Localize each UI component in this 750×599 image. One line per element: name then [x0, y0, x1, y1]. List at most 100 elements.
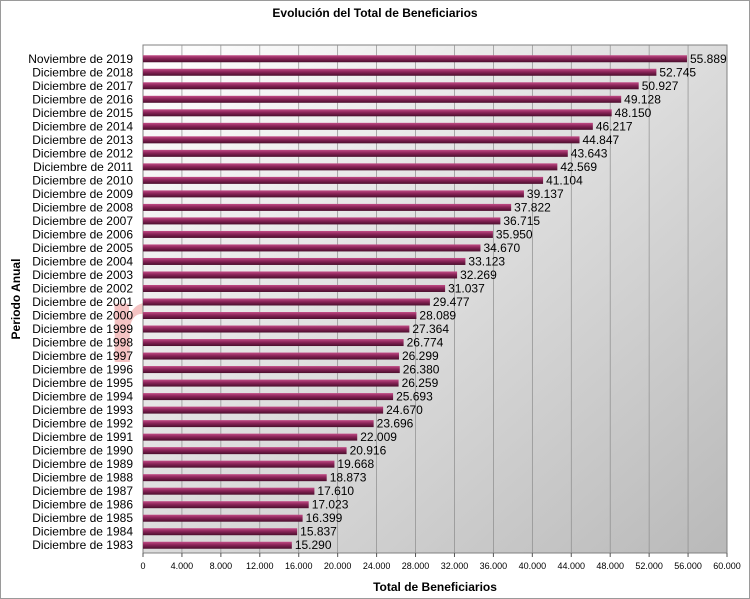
value-label: 44.847: [583, 133, 620, 147]
bar: [143, 406, 384, 414]
x-tick-label: 24.000: [363, 561, 391, 571]
value-label: 15.837: [300, 525, 337, 539]
bar: [143, 284, 446, 292]
category-label: Diciembre de 2014: [32, 119, 133, 133]
category-label: Diciembre de 2006: [32, 227, 133, 241]
bar: [143, 528, 298, 536]
value-label: 26.380: [403, 363, 440, 377]
value-label: 34.670: [483, 241, 520, 255]
value-label: 46.217: [596, 119, 633, 133]
category-label: Diciembre de 2009: [32, 187, 133, 201]
value-label: 35.950: [496, 227, 533, 241]
category-label: Diciembre de 1993: [32, 403, 133, 417]
category-label: Diciembre de 2007: [32, 214, 133, 228]
value-label: 50.927: [642, 79, 679, 93]
value-label: 16.399: [306, 511, 343, 525]
value-label: 29.477: [433, 295, 470, 309]
category-label: Diciembre de 1995: [32, 376, 133, 390]
bar: [143, 312, 417, 320]
bar: [143, 163, 558, 171]
category-label: Diciembre de 1989: [32, 457, 133, 471]
bar: [143, 447, 347, 455]
x-tick-label: 56.000: [674, 561, 702, 571]
category-label: Diciembre de 2013: [32, 133, 133, 147]
bar: [143, 460, 335, 468]
category-label: Diciembre de 1991: [32, 430, 133, 444]
value-labels: 55.88952.74550.92749.12848.15046.21744.8…: [295, 52, 727, 552]
category-label: Diciembre de 2004: [32, 254, 133, 268]
x-tick-label: 4.000: [171, 561, 194, 571]
category-label: Diciembre de 1986: [32, 498, 133, 512]
bar: [143, 68, 657, 76]
category-label: Diciembre de 1994: [32, 390, 133, 404]
value-label: 42.569: [560, 160, 597, 174]
value-label: 24.670: [386, 403, 423, 417]
bar: [143, 325, 410, 333]
category-label: Diciembre de 2008: [32, 200, 133, 214]
category-label: Diciembre de 2015: [32, 106, 133, 120]
value-label: 20.916: [350, 444, 387, 458]
value-label: 15.290: [295, 538, 332, 552]
value-label: 32.269: [460, 268, 497, 282]
bar: [143, 203, 512, 211]
category-label: Diciembre de 1992: [32, 417, 133, 431]
bar: [143, 501, 309, 509]
category-label: Diciembre de 1985: [32, 511, 133, 525]
category-label: Diciembre de 2005: [32, 241, 133, 255]
bar: [143, 136, 580, 144]
x-tick-label: 48.000: [596, 561, 624, 571]
value-label: 17.610: [317, 484, 354, 498]
value-label: 33.123: [468, 254, 505, 268]
value-label: 18.873: [330, 471, 367, 485]
value-label: 26.774: [407, 336, 444, 350]
bar: [143, 420, 374, 428]
x-tick-label: 12.000: [246, 561, 274, 571]
bar: [143, 339, 404, 347]
value-label: 36.715: [503, 214, 540, 228]
category-label: Diciembre de 1997: [32, 349, 133, 363]
bar: [143, 109, 612, 117]
bar: [143, 379, 399, 387]
bar: [143, 433, 358, 441]
x-tick-label: 40.000: [519, 561, 547, 571]
category-label: Diciembre de 1990: [32, 444, 133, 458]
x-axis-ticks: 0 4.000 8.000 12.000 16.000 20.000 24.000 28.00…: [140, 553, 741, 571]
category-label: Diciembre de 1987: [32, 484, 133, 498]
value-label: 23.696: [377, 417, 414, 431]
bar: [143, 257, 466, 265]
category-label: Diciembre de 2012: [32, 146, 133, 160]
bar: [143, 352, 399, 360]
category-label: Diciembre de 1998: [32, 336, 133, 350]
value-label: 41.104: [546, 173, 583, 187]
bar: [143, 514, 303, 522]
category-label: Diciembre de 1984: [32, 525, 133, 539]
bar: [143, 487, 315, 495]
category-label: Diciembre de 2001: [32, 295, 133, 309]
x-tick-label: 60.000: [713, 561, 741, 571]
category-label: Diciembre de 1999: [32, 322, 133, 336]
category-label: Noviembre de 2019: [28, 52, 133, 66]
bar: [143, 217, 501, 225]
category-label: Diciembre de 2011: [33, 160, 133, 174]
x-tick-label: 20.000: [324, 561, 352, 571]
value-label: 55.889: [690, 52, 727, 66]
x-tick-label: 16.000: [285, 561, 313, 571]
value-label: 31.037: [448, 281, 485, 295]
bar: [143, 149, 568, 157]
bar: [143, 541, 292, 549]
value-label: 43.643: [571, 146, 608, 160]
value-label: 26.259: [402, 376, 439, 390]
y-axis-label: Periodo Anual: [9, 258, 23, 340]
value-label: 19.668: [337, 457, 374, 471]
value-label: 52.745: [659, 65, 696, 79]
bar: [143, 190, 524, 198]
x-tick-label: 44.000: [558, 561, 586, 571]
x-axis-label: Total de Beneficiarios: [373, 580, 497, 594]
category-label: Diciembre de 1988: [32, 471, 133, 485]
bar: [143, 474, 327, 482]
bar: [143, 393, 394, 401]
bar: [143, 55, 687, 63]
category-label: Diciembre de 2010: [32, 173, 133, 187]
category-label: Diciembre de 1983: [32, 538, 133, 552]
